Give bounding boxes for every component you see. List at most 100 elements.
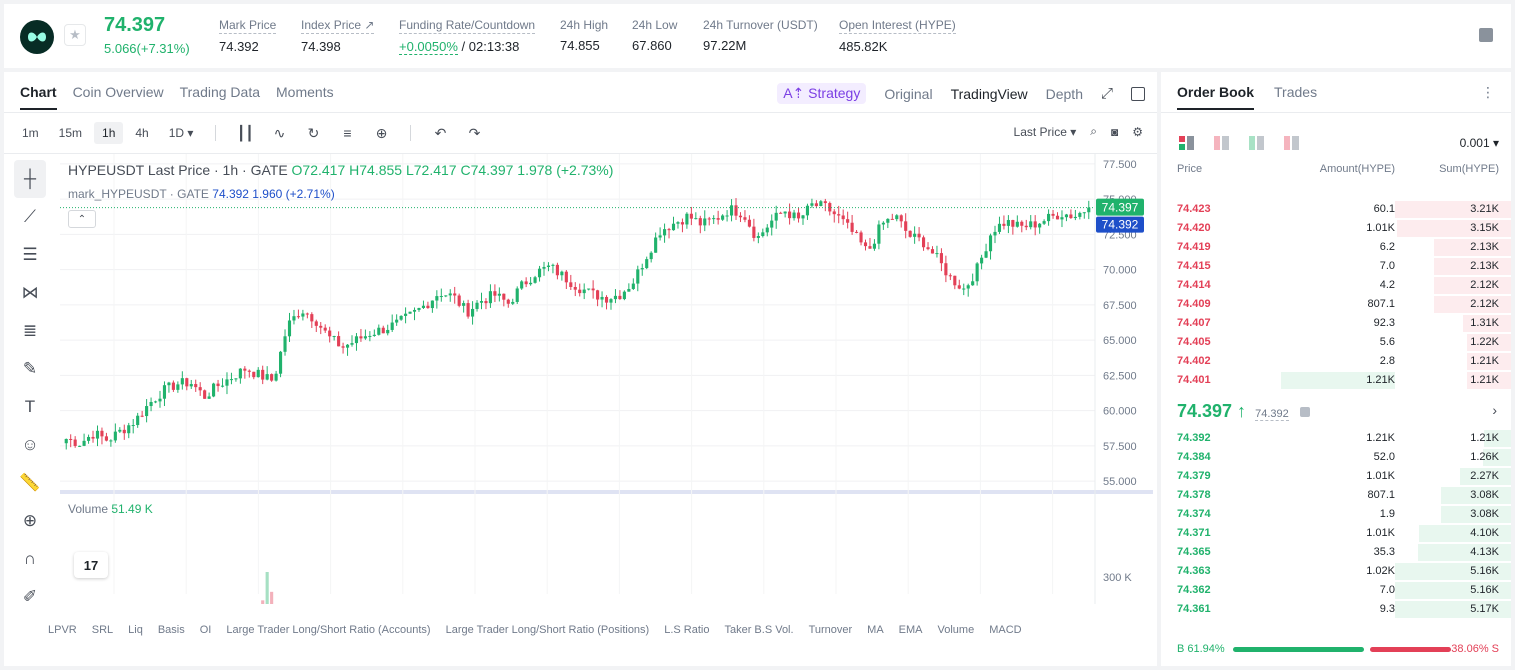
tab-tradingview[interactable]: TradingView [950, 85, 1028, 102]
more-options-icon[interactable]: ⋮ [1481, 84, 1495, 100]
text-tool-icon[interactable]: T [24, 397, 36, 416]
precision-dropdown[interactable]: 0.001 ▾ [1459, 136, 1499, 150]
candle-body [203, 390, 207, 399]
indicator-0[interactable]: LPVR [48, 624, 77, 636]
ask-row[interactable]: 74.414 4.2 2.12K [1161, 276, 1511, 295]
add-alert-icon[interactable]: ⊕ [375, 124, 388, 141]
fullscreen-icon[interactable]: ⤢ [1100, 85, 1113, 102]
indicator-8[interactable]: Taker B.S Vol. [724, 624, 794, 636]
ask-row[interactable]: 74.419 6.2 2.13K [1161, 238, 1511, 257]
stat-funding-rate[interactable]: Funding Rate/Countdown +0.0050% / 02:13:… [399, 18, 536, 55]
mid-price[interactable]: 74.397 ↑ 74.392 [1177, 401, 1310, 422]
pattern-icon[interactable]: ⋈ [21, 283, 39, 302]
stat-mark-price[interactable]: Mark Price 74.392 [219, 18, 277, 54]
replay-icon[interactable]: ↻ [307, 124, 320, 141]
indicator-11[interactable]: EMA [898, 624, 923, 636]
tab-trading-data[interactable]: Trading Data [179, 84, 261, 100]
redo-icon[interactable]: ↷ [468, 124, 481, 141]
magnet-icon[interactable]: ∩ [23, 549, 37, 568]
pencil-lock-icon[interactable]: ✐ [22, 587, 38, 606]
bid-row[interactable]: 74.392 1.21K 1.21K [1161, 429, 1511, 448]
indicator-10[interactable]: MA [867, 624, 884, 636]
indicator-1[interactable]: SRL [91, 624, 114, 636]
guide-book-icon[interactable] [1479, 28, 1493, 42]
bid-row[interactable]: 74.365 35.3 4.13K [1161, 543, 1511, 562]
indicator-4[interactable]: OI [199, 624, 212, 636]
amount-cell: 5.6 [1379, 336, 1395, 348]
tab-chart[interactable]: Chart [20, 84, 57, 110]
ask-row[interactable]: 74.401 1.21K 1.21K [1161, 371, 1511, 390]
timeframe-1d-dropdown[interactable]: 1D ▾ [168, 126, 194, 140]
timeframe-1m[interactable]: 1m [22, 126, 39, 140]
tab-trades[interactable]: Trades [1274, 84, 1318, 100]
camera-icon[interactable]: ◙ [1110, 124, 1119, 139]
favorite-star-icon[interactable]: ★ [64, 24, 86, 46]
stat-index-price[interactable]: Index Price ↗ 74.398 [301, 18, 375, 54]
chevron-right-icon[interactable]: › [1492, 402, 1497, 418]
search-icon[interactable]: ⌕ [1090, 124, 1097, 138]
mode-asks-icon[interactable] [1214, 136, 1229, 150]
price-type-dropdown[interactable]: Last Price ▾ [1013, 124, 1077, 139]
ruler-icon[interactable]: 📏 [19, 473, 41, 492]
indicator-2[interactable]: Liq [128, 624, 143, 636]
candle-body [1064, 214, 1069, 218]
timeframe-1h[interactable]: 1h [94, 122, 124, 144]
bid-row[interactable]: 74.371 1.01K 4.10K [1161, 524, 1511, 543]
emoji-icon[interactable]: ☺ [21, 435, 39, 454]
volume-bar [265, 572, 269, 604]
tab-coin-overview[interactable]: Coin Overview [72, 84, 164, 100]
indicators-icon[interactable]: ∿ [273, 124, 286, 141]
window-icon[interactable] [1131, 86, 1145, 101]
bid-row[interactable]: 74.362 7.0 5.16K [1161, 581, 1511, 600]
indicator-12[interactable]: Volume [937, 624, 975, 636]
tab-original[interactable]: Original [884, 85, 933, 102]
indicator-9[interactable]: Turnover [808, 624, 853, 636]
fib-icon[interactable]: ≣ [22, 321, 38, 340]
mode-sells-icon[interactable] [1284, 136, 1299, 150]
bid-row[interactable]: 74.374 1.9 3.08K [1161, 505, 1511, 524]
candle-body [712, 218, 716, 220]
horizontal-lines-icon[interactable]: ☰ [22, 245, 38, 264]
candle-type-icon[interactable]: ┃┃ [237, 124, 254, 141]
strategy-button[interactable]: A⇡ Strategy [777, 83, 867, 104]
indicator-13[interactable]: MACD [989, 624, 1022, 636]
candlestick-chart[interactable]: 77.50075.00072.50070.00067.50065.00062.5… [60, 154, 1153, 604]
bid-row[interactable]: 74.361 9.3 5.17K [1161, 600, 1511, 619]
candle-body [783, 211, 787, 214]
collapse-legend-icon[interactable]: ⌃ [68, 210, 96, 228]
mode-both-icon[interactable] [1179, 136, 1194, 150]
stat-open-interest[interactable]: Open Interest (HYPE) 485.82K [839, 18, 956, 54]
trend-line-icon[interactable]: ⟋ [24, 207, 36, 226]
tradingview-logo-icon[interactable]: 17 [74, 552, 108, 578]
crosshair-icon[interactable]: ┼ [14, 160, 46, 198]
brush-icon[interactable]: ✎ [22, 359, 38, 378]
mode-bids-icon[interactable] [1249, 136, 1264, 150]
sum-cell: 3.21K [1470, 203, 1499, 215]
bid-row[interactable]: 74.384 52.0 1.26K [1161, 448, 1511, 467]
indicator-6[interactable]: Large Trader Long/Short Ratio (Positions… [445, 624, 650, 636]
bid-row[interactable]: 74.378 807.1 3.08K [1161, 486, 1511, 505]
indicator-5[interactable]: Large Trader Long/Short Ratio (Accounts) [226, 624, 431, 636]
ask-row[interactable]: 74.415 7.0 2.13K [1161, 257, 1511, 276]
ask-row[interactable]: 74.423 60.1 3.21K [1161, 200, 1511, 219]
tab-depth[interactable]: Depth [1045, 85, 1083, 102]
zoom-in-icon[interactable]: ⊕ [22, 511, 38, 530]
timeframe-4h[interactable]: 4h [135, 126, 149, 140]
tab-moments[interactable]: Moments [276, 84, 334, 100]
indicator-7[interactable]: L.S Ratio [664, 624, 710, 636]
ask-row[interactable]: 74.420 1.01K 3.15K [1161, 219, 1511, 238]
undo-icon[interactable]: ↶ [434, 124, 447, 141]
indicator-3[interactable]: Basis [157, 624, 185, 636]
ask-row[interactable]: 74.405 5.6 1.22K [1161, 333, 1511, 352]
tab-order-book[interactable]: Order Book [1177, 84, 1255, 110]
candle-body [109, 440, 113, 442]
ask-row[interactable]: 74.409 807.1 2.12K [1161, 295, 1511, 314]
templates-icon[interactable]: ≡ [343, 125, 352, 141]
timeframe-15m[interactable]: 15m [58, 126, 83, 140]
bid-row[interactable]: 74.379 1.01K 2.27K [1161, 467, 1511, 486]
gear-icon[interactable]: ⚙ [1132, 124, 1143, 139]
ask-row[interactable]: 74.402 2.8 1.21K [1161, 352, 1511, 371]
bid-row[interactable]: 74.363 1.02K 5.16K [1161, 562, 1511, 581]
candle-body [64, 438, 68, 444]
ask-row[interactable]: 74.407 92.3 1.31K [1161, 314, 1511, 333]
